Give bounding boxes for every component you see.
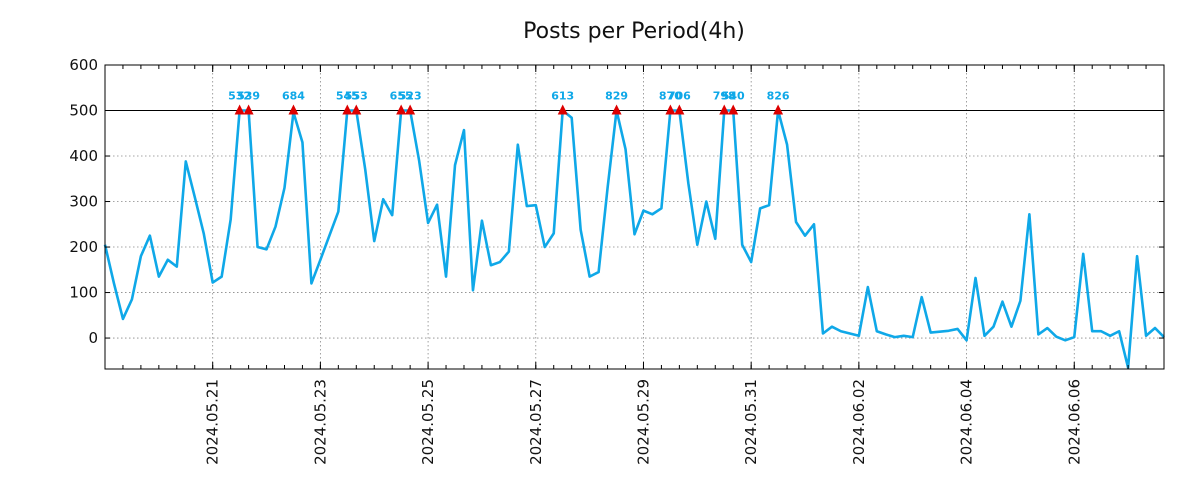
y-tick-label: 300 (69, 193, 98, 211)
peak-marker (351, 104, 362, 115)
peak-label: 613 (551, 90, 574, 103)
series-line-posts (103, 109, 1165, 369)
peak-label: 829 (605, 90, 628, 103)
peak-marker (665, 104, 676, 115)
x-tick-label: 2024.05.27 (527, 379, 545, 465)
y-tick-label: 100 (69, 284, 98, 302)
peak-marker (728, 104, 739, 115)
peak-marker (288, 104, 299, 115)
x-tick-label: 2024.06.02 (850, 379, 868, 465)
x-tick-label: 2024.05.25 (419, 379, 437, 465)
peak-marker (719, 104, 730, 115)
chart-title: Posts per Period(4h) (523, 19, 745, 44)
peak-marker (396, 104, 407, 115)
peak-label: 532 (228, 90, 251, 103)
peak-marker (405, 104, 416, 115)
peak-marker (342, 104, 353, 115)
peak-label: 684 (282, 90, 305, 103)
peak-marker (674, 104, 685, 115)
x-tick-label: 2024.05.29 (634, 379, 652, 465)
peak-label: 655 (390, 90, 413, 103)
x-tick-label: 2024.05.21 (204, 379, 222, 465)
peak-label: 539 (237, 90, 260, 103)
peak-label: 798 (713, 90, 736, 103)
peak-label: 706 (668, 90, 691, 103)
peak-marker (611, 104, 622, 115)
peak-marker (557, 104, 568, 115)
x-tick-label: 2024.05.23 (311, 379, 329, 465)
peak-label: 545 (336, 90, 359, 103)
peak-label: 826 (767, 90, 790, 103)
y-tick-label: 200 (69, 238, 98, 256)
peak-marker (234, 104, 245, 115)
peak-label: 540 (722, 90, 745, 103)
peak-label: 523 (399, 90, 422, 103)
peak-label: 553 (345, 90, 368, 103)
y-tick-label: 500 (69, 102, 98, 120)
y-axis: 0 100 200 300 400 500 600 (69, 56, 1164, 347)
x-axis: 2024.05.21 2024.05.23 2024.05.25 2024.05.27… (104, 65, 1165, 465)
y-tick-label: 600 (69, 56, 98, 74)
plot-frame (104, 64, 1165, 370)
y-tick-label: 0 (88, 329, 98, 347)
x-tick-label: 2024.06.04 (958, 379, 976, 465)
y-tick-label: 400 (69, 147, 98, 165)
x-tick-label: 2024.05.31 (742, 379, 760, 465)
series-group (103, 109, 1165, 369)
x-tick-label: 2024.06.06 (1065, 379, 1083, 465)
peak-label: 870 (659, 90, 682, 103)
peak-marker (243, 104, 254, 115)
peak-marker (773, 104, 784, 115)
